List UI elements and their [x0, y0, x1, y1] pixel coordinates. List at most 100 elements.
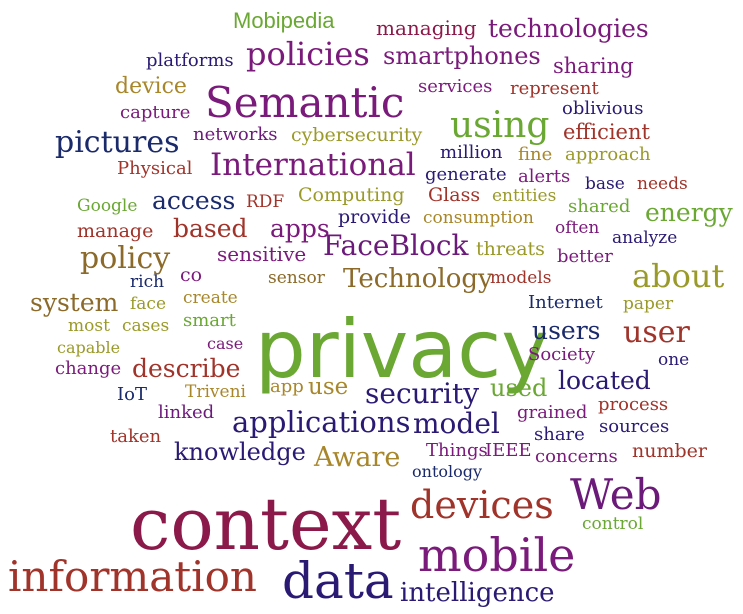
- word: devices: [410, 483, 554, 527]
- word: generate: [425, 164, 507, 185]
- word: million: [440, 142, 503, 163]
- word: IoT: [117, 384, 147, 405]
- word: International: [210, 147, 416, 183]
- word: applications: [232, 405, 411, 439]
- word: alerts: [518, 166, 571, 187]
- word: entities: [492, 186, 557, 206]
- word: Triveni: [185, 382, 246, 402]
- word: case: [207, 334, 244, 353]
- word: Computing: [298, 184, 405, 206]
- word: energy: [645, 198, 733, 227]
- word: approach: [565, 144, 651, 165]
- word: control: [582, 514, 644, 534]
- word: Semantic: [205, 78, 405, 127]
- word: fine: [518, 144, 553, 165]
- word: user: [623, 315, 690, 350]
- word: needs: [637, 174, 688, 194]
- word: concerns: [535, 446, 618, 467]
- word: capable: [57, 338, 121, 357]
- word: Mobipedia: [233, 8, 335, 33]
- word: Glass: [428, 184, 481, 206]
- word: sharing: [553, 54, 634, 78]
- word: linked: [158, 402, 215, 423]
- word: smart: [183, 310, 236, 331]
- word: use: [308, 374, 349, 400]
- word: smartphones: [383, 42, 541, 70]
- word: about: [632, 257, 725, 295]
- word: model: [413, 407, 500, 440]
- word: base: [585, 174, 625, 194]
- word: most: [68, 316, 110, 336]
- word: often: [555, 218, 600, 238]
- word: users: [532, 316, 601, 345]
- word: technologies: [488, 14, 649, 43]
- word: located: [558, 366, 651, 395]
- word: analyze: [612, 228, 678, 248]
- word: process: [598, 394, 669, 415]
- word: managing: [376, 16, 477, 40]
- word: pictures: [55, 125, 180, 160]
- word: FaceBlock: [323, 229, 469, 262]
- word: information: [8, 552, 257, 601]
- word: security: [365, 377, 480, 410]
- word: oblivious: [562, 98, 644, 119]
- word: knowledge: [174, 438, 306, 466]
- word: sensor: [268, 268, 325, 288]
- word: number: [632, 440, 707, 462]
- word: Technology: [343, 264, 493, 294]
- word: apps: [270, 214, 330, 243]
- word: change: [55, 358, 122, 379]
- word: Google: [77, 196, 138, 216]
- word: using: [450, 105, 550, 146]
- word: create: [183, 288, 238, 308]
- word: app: [270, 376, 304, 397]
- word: sources: [599, 416, 670, 437]
- word: paper: [623, 294, 674, 314]
- word: Society: [528, 344, 596, 365]
- word: based: [173, 214, 248, 243]
- word: co: [180, 264, 203, 286]
- word: describe: [132, 354, 241, 383]
- word: efficient: [563, 120, 650, 144]
- word: used: [490, 374, 548, 402]
- word: Things: [426, 440, 488, 461]
- word: capture: [120, 102, 191, 123]
- word: cases: [122, 316, 170, 336]
- word: mobile: [418, 528, 576, 582]
- word: RDF: [246, 192, 285, 212]
- word: better: [557, 246, 613, 267]
- word: models: [490, 268, 552, 288]
- word: represent: [510, 78, 599, 99]
- word: provide: [338, 206, 411, 228]
- word: threats: [476, 238, 545, 260]
- word: privacy: [255, 303, 549, 396]
- word: intelligence: [400, 578, 555, 608]
- word: policies: [246, 35, 370, 73]
- word: shared: [568, 196, 631, 217]
- word: policy: [80, 241, 171, 276]
- word: ontology: [412, 462, 483, 481]
- word: networks: [193, 124, 278, 145]
- word: face: [130, 294, 167, 314]
- word: Internet: [528, 292, 603, 313]
- word: context: [130, 482, 402, 566]
- word: sensitive: [217, 242, 307, 266]
- word: platforms: [146, 50, 234, 71]
- word: Web: [570, 470, 662, 519]
- word: manage: [77, 220, 154, 242]
- word: Aware: [314, 442, 401, 473]
- word: device: [115, 74, 187, 99]
- word: taken: [110, 426, 162, 447]
- word: consumption: [423, 208, 534, 228]
- word: data: [282, 552, 394, 610]
- word: one: [658, 350, 690, 370]
- word: grained: [517, 402, 588, 423]
- word: Physical: [117, 158, 193, 179]
- word: rich: [130, 272, 165, 292]
- word: system: [30, 288, 119, 317]
- word: services: [418, 76, 493, 97]
- word: access: [152, 186, 236, 215]
- word: cybersecurity: [291, 124, 423, 146]
- word: share: [534, 424, 585, 445]
